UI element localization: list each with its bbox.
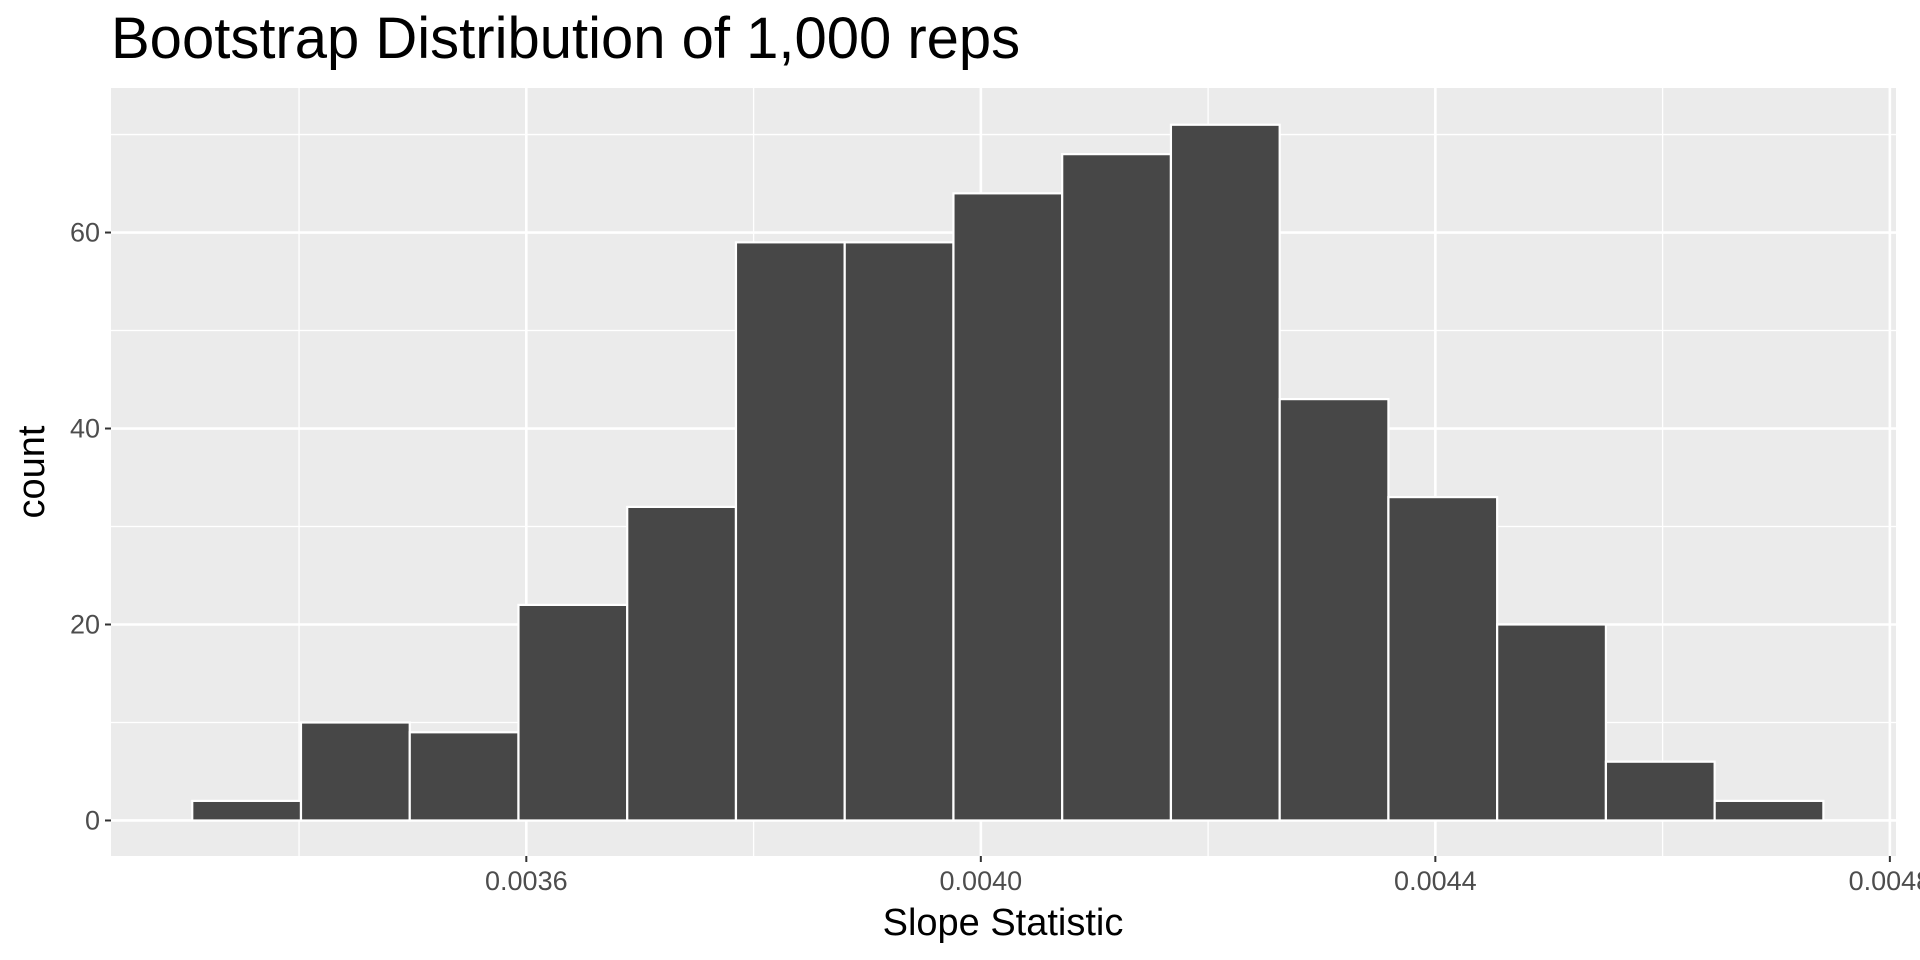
y-tick-label: 60 (70, 218, 100, 248)
bar (1278, 398, 1390, 822)
bar (1061, 153, 1173, 822)
x-tick-label: 0.0048 (1849, 866, 1920, 896)
bar (952, 192, 1064, 822)
bar (299, 721, 411, 822)
bar (626, 505, 738, 822)
bar (1496, 623, 1608, 822)
bar (408, 731, 520, 822)
bar (1604, 760, 1716, 822)
y-tick-label: 20 (70, 609, 100, 639)
x-tick-label: 0.0044 (1394, 866, 1477, 896)
bar (843, 241, 955, 822)
bar (1169, 123, 1281, 822)
bar (517, 603, 629, 822)
x-tick-label: 0.0040 (940, 866, 1023, 896)
bar (734, 241, 846, 822)
x-tick-label: 0.0036 (485, 866, 568, 896)
y-tick-label: 0 (85, 805, 100, 835)
y-tick-label: 40 (70, 414, 100, 444)
x-axis-title: Slope Statistic (883, 902, 1124, 944)
bar (1387, 496, 1499, 822)
bar (1713, 799, 1825, 822)
chart-title: Bootstrap Distribution of 1,000 reps (111, 6, 1020, 71)
y-axis-title: count (11, 425, 53, 518)
bar (191, 799, 303, 822)
